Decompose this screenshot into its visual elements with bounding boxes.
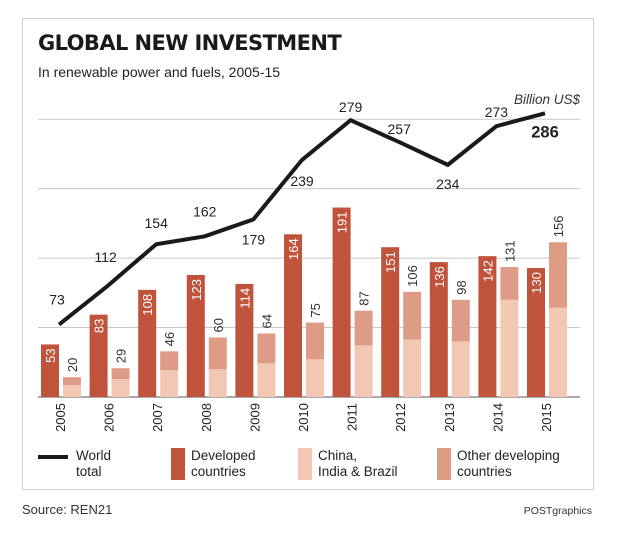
bar-label-developing-total: 29 xyxy=(114,349,129,363)
bar-developed xyxy=(429,262,448,397)
world-total-label: 279 xyxy=(339,99,363,115)
x-tick-label: 2006 xyxy=(102,403,117,432)
world-total-label: 234 xyxy=(436,176,460,192)
world-total-label: 286 xyxy=(531,123,559,141)
bar-developed xyxy=(284,234,302,397)
bar-label-developed: 142 xyxy=(480,260,495,282)
bar-label-developed: 83 xyxy=(92,319,107,333)
world-total-label: 239 xyxy=(290,173,314,189)
bar-other-developing xyxy=(354,310,373,346)
bar-label-developed: 108 xyxy=(140,294,155,316)
legend-world-label: World total xyxy=(76,448,112,479)
bar-label-developing-total: 60 xyxy=(211,318,226,332)
bar-developed xyxy=(332,207,351,397)
world-total-label: 273 xyxy=(485,104,509,120)
legend-world-line-swatch xyxy=(38,455,68,459)
bar-china-india-brazil xyxy=(403,339,422,397)
bar-label-developed: 136 xyxy=(432,266,447,288)
bar-developed xyxy=(41,344,59,397)
bar-china-india-brazil xyxy=(549,307,567,397)
bar-label-developed: 191 xyxy=(335,212,350,234)
x-tick-label: 2013 xyxy=(442,403,457,432)
bar-label-developing-total: 98 xyxy=(454,280,469,294)
chart-frame xyxy=(22,18,594,490)
bar-china-india-brazil xyxy=(160,370,179,397)
legend-cib-swatch xyxy=(298,448,312,480)
legend-developed-swatch xyxy=(171,448,185,480)
world-total-label: 112 xyxy=(94,249,117,265)
bar-developed xyxy=(381,247,400,397)
bar-other-developing xyxy=(160,351,179,371)
bar-other-developing xyxy=(63,377,81,386)
world-total-line xyxy=(57,111,546,327)
x-tick-label: 2008 xyxy=(199,403,214,432)
legend-other-swatch xyxy=(437,448,451,480)
bar-china-india-brazil xyxy=(500,299,519,397)
bar-label-developing-total: 46 xyxy=(162,332,177,346)
bar-other-developing xyxy=(451,299,470,342)
bar-china-india-brazil xyxy=(257,363,276,397)
bar-label-developing-total: 131 xyxy=(502,240,517,262)
bar-developed xyxy=(186,274,205,397)
bar-label-developed: 114 xyxy=(237,288,252,309)
chart-subtitle: In renewable power and fuels, 2005-15 xyxy=(38,64,281,80)
bar-china-india-brazil xyxy=(451,341,470,397)
x-tick-label: 2010 xyxy=(296,403,311,432)
legend-cib-label: China, India & Brazil xyxy=(318,448,398,479)
x-tick-label: 2012 xyxy=(393,403,408,432)
bar-label-developing-total: 64 xyxy=(259,314,274,328)
bar-developed xyxy=(89,314,108,397)
bar-label-developing-total: 87 xyxy=(357,291,372,305)
bar-label-developed: 53 xyxy=(43,348,58,362)
credit-note: POSTgraphics xyxy=(523,505,592,517)
bar-other-developing xyxy=(549,242,567,308)
bar-label-developed: 130 xyxy=(529,272,544,294)
world-total-label: 154 xyxy=(145,215,169,231)
bar-china-india-brazil xyxy=(306,359,324,397)
bar-developed xyxy=(478,256,497,397)
bar-china-india-brazil xyxy=(354,345,373,397)
bar-label-developing-total: 156 xyxy=(551,216,566,238)
bar-china-india-brazil xyxy=(63,385,81,397)
x-tick-label: 2015 xyxy=(539,403,554,432)
bar-label-developing-total: 106 xyxy=(405,265,420,287)
bar-label-developed: 151 xyxy=(383,251,398,273)
bar-other-developing xyxy=(208,337,227,370)
legend-developed-label: Developed countries xyxy=(191,448,256,479)
world-total-label: 73 xyxy=(49,292,65,308)
chart-title: GLOBAL NEW INVESTMENT xyxy=(38,31,342,55)
bar-label-developing-total: 20 xyxy=(65,358,80,372)
bar-label-developed: 123 xyxy=(189,279,204,301)
bar-china-india-brazil xyxy=(111,379,130,397)
units-label: Billion US$ xyxy=(513,92,580,107)
bar-other-developing xyxy=(257,333,276,364)
bar-other-developing xyxy=(500,267,519,300)
x-tick-label: 2005 xyxy=(53,403,68,432)
bar-developed xyxy=(138,289,157,397)
world-total-label: 179 xyxy=(242,231,266,247)
x-tick-label: 2009 xyxy=(247,403,262,432)
legend-other-label: Other developing countries xyxy=(457,448,560,479)
bar-other-developing xyxy=(306,322,324,360)
bar-other-developing xyxy=(403,291,422,340)
bar-developed xyxy=(527,268,545,397)
bar-developed xyxy=(235,283,254,397)
world-total-label: 257 xyxy=(388,121,412,137)
x-tick-label: 2007 xyxy=(150,403,165,432)
bar-other-developing xyxy=(111,368,130,380)
x-tick-label: 2011 xyxy=(345,403,360,431)
x-tick-label: 2014 xyxy=(490,403,505,432)
source-note: Source: REN21 xyxy=(22,502,113,517)
bar-label-developed: 164 xyxy=(286,238,301,260)
bar-china-india-brazil xyxy=(208,369,227,397)
bar-label-developing-total: 75 xyxy=(308,303,323,317)
world-total-label: 162 xyxy=(193,203,217,219)
